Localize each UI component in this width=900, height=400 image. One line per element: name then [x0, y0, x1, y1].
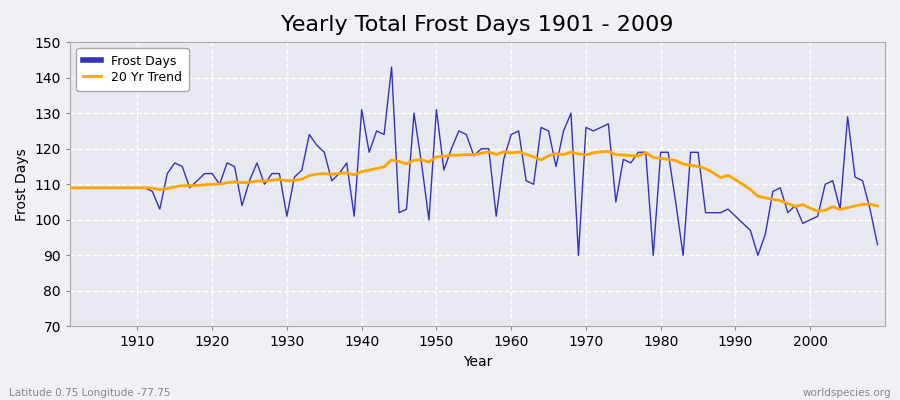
Line: 20 Yr Trend: 20 Yr Trend: [70, 151, 878, 211]
Frost Days: [513, 128, 524, 133]
Frost Days: [65, 186, 76, 190]
Frost Days: [289, 175, 300, 180]
20 Yr Trend: [506, 150, 517, 155]
Frost Days: [334, 171, 345, 176]
20 Yr Trend: [813, 209, 824, 214]
20 Yr Trend: [334, 171, 345, 176]
20 Yr Trend: [289, 178, 300, 183]
Y-axis label: Frost Days: Frost Days: [15, 148, 29, 221]
20 Yr Trend: [872, 204, 883, 208]
Legend: Frost Days, 20 Yr Trend: Frost Days, 20 Yr Trend: [76, 48, 189, 91]
Title: Yearly Total Frost Days 1901 - 2009: Yearly Total Frost Days 1901 - 2009: [282, 15, 674, 35]
Frost Days: [386, 64, 397, 69]
Frost Days: [506, 132, 517, 137]
Line: Frost Days: Frost Days: [70, 67, 878, 255]
20 Yr Trend: [603, 149, 614, 154]
20 Yr Trend: [499, 149, 509, 154]
X-axis label: Year: Year: [463, 355, 492, 369]
20 Yr Trend: [124, 186, 135, 190]
Frost Days: [573, 253, 584, 258]
Frost Days: [610, 200, 621, 204]
Frost Days: [124, 186, 135, 190]
Frost Days: [872, 242, 883, 247]
20 Yr Trend: [65, 186, 76, 190]
Text: Latitude 0.75 Longitude -77.75: Latitude 0.75 Longitude -77.75: [9, 388, 170, 398]
20 Yr Trend: [596, 149, 607, 154]
Text: worldspecies.org: worldspecies.org: [803, 388, 891, 398]
